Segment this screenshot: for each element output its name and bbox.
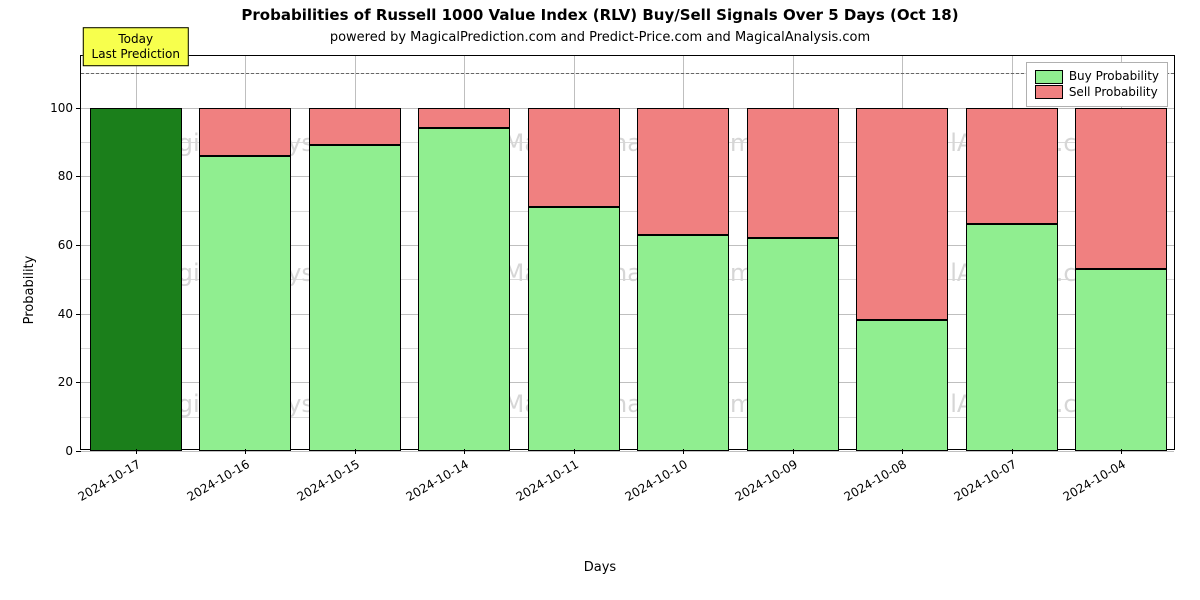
xtick-mark [136,449,137,454]
bar-buy [637,235,729,451]
bar-sell [528,108,620,208]
ytick-label: 0 [65,444,73,458]
legend-swatch [1035,70,1063,84]
ytick-label: 60 [58,238,73,252]
bar-buy [747,238,839,451]
y-axis-label: Probability [22,190,37,390]
ytick-mark [76,176,81,177]
xtick-mark [245,449,246,454]
bar-sell [309,108,401,146]
bar-buy [418,128,510,451]
bar-sell [418,108,510,129]
bar-buy [856,320,948,451]
xtick-label: 2024-10-15 [294,457,361,504]
reference-dash-line [81,73,1174,74]
xtick-mark [683,449,684,454]
legend: Buy ProbabilitySell Probability [1026,62,1168,107]
xtick-mark [1121,449,1122,454]
plot-area: 020406080100MagicalAnalysis.comMagicalAn… [80,55,1175,450]
xtick-label: 2024-10-14 [404,457,471,504]
xtick-label: 2024-10-07 [951,457,1018,504]
ytick-mark [76,108,81,109]
xtick-mark [1012,449,1013,454]
bar-buy [199,156,291,451]
bar-sell [966,108,1058,225]
bar-buy [90,108,182,451]
bar-sell [199,108,291,156]
xtick-mark [355,449,356,454]
bar-sell [856,108,948,321]
xtick-label: 2024-10-16 [185,457,252,504]
xtick-mark [574,449,575,454]
bar-buy [528,207,620,451]
annotation-today: Today Last Prediction [83,28,189,67]
ytick-label: 40 [58,307,73,321]
xtick-mark [464,449,465,454]
xtick-mark [793,449,794,454]
bar-sell [637,108,729,235]
legend-label: Sell Probability [1069,85,1158,101]
legend-item: Sell Probability [1035,85,1159,101]
ytick-label: 20 [58,375,73,389]
x-axis-label: Days [0,560,1200,575]
xtick-label: 2024-10-17 [75,457,142,504]
bar-buy [1075,269,1167,451]
xtick-label: 2024-10-08 [842,457,909,504]
ytick-label: 100 [50,101,73,115]
xtick-label: 2024-10-11 [513,457,580,504]
xtick-label: 2024-10-10 [623,457,690,504]
bar-sell [1075,108,1167,269]
xtick-mark [902,449,903,454]
bar-buy [309,145,401,451]
chart-title: Probabilities of Russell 1000 Value Inde… [0,6,1200,24]
bar-buy [966,224,1058,451]
ytick-mark [76,314,81,315]
ytick-label: 80 [58,169,73,183]
xtick-label: 2024-10-09 [732,457,799,504]
figure: Probabilities of Russell 1000 Value Inde… [0,0,1200,600]
bar-sell [747,108,839,239]
legend-label: Buy Probability [1069,69,1159,85]
legend-swatch [1035,85,1063,99]
ytick-mark [76,451,81,452]
ytick-mark [76,245,81,246]
legend-item: Buy Probability [1035,69,1159,85]
ytick-mark [76,382,81,383]
xtick-label: 2024-10-04 [1061,457,1128,504]
